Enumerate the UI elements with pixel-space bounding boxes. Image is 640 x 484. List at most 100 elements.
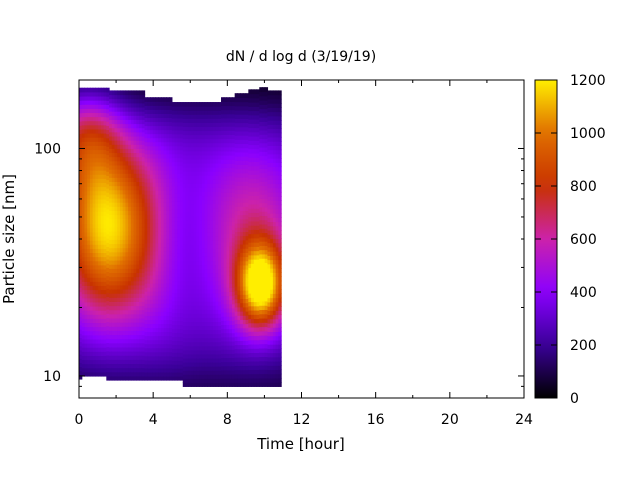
heatmap-cell xyxy=(139,363,143,369)
heatmap-cell xyxy=(210,321,214,327)
heatmap-cell xyxy=(103,215,107,221)
heatmap-cell xyxy=(261,194,266,199)
heatmap-cell xyxy=(215,268,219,274)
heatmap-cell xyxy=(136,330,140,336)
heatmap-cell xyxy=(264,151,269,157)
heatmap-cell xyxy=(81,355,86,361)
heatmap-cell xyxy=(196,232,200,237)
heatmap-cell xyxy=(139,371,143,377)
heatmap-cell xyxy=(267,373,271,379)
heatmap-cell xyxy=(231,299,236,305)
heatmap-cell xyxy=(226,349,230,354)
heatmap-cell xyxy=(141,156,146,162)
heatmap-cell xyxy=(210,142,214,148)
heatmap-cell xyxy=(196,158,200,164)
heatmap-cell xyxy=(177,161,181,167)
heatmap-cell xyxy=(122,243,127,249)
heatmap-cell xyxy=(92,310,96,315)
heatmap-cell xyxy=(174,368,178,373)
heatmap-cell xyxy=(114,313,118,319)
heatmap-cell xyxy=(163,287,167,292)
heatmap-cell xyxy=(158,307,162,312)
heatmap-cell xyxy=(261,155,266,161)
heatmap-cell xyxy=(251,237,255,243)
heatmap-cell xyxy=(141,169,146,174)
heatmap-cell xyxy=(87,215,91,221)
heatmap-cell xyxy=(240,256,244,262)
heatmap-cell xyxy=(221,101,225,107)
heatmap-cell xyxy=(221,270,225,276)
heatmap-cell xyxy=(248,144,252,150)
heatmap-cell xyxy=(188,179,192,184)
heatmap-cell xyxy=(221,278,225,284)
heatmap-cell xyxy=(248,229,252,235)
heatmap-cell xyxy=(87,207,91,212)
heatmap-cell xyxy=(166,222,170,228)
heatmap-cell xyxy=(109,367,113,373)
heatmap-cell xyxy=(114,193,118,199)
heatmap-cell xyxy=(111,148,116,154)
heatmap-cell xyxy=(185,183,189,188)
heatmap-cell xyxy=(98,87,102,93)
heatmap-cell xyxy=(147,262,151,268)
heatmap-cell xyxy=(261,172,266,178)
heatmap-cell xyxy=(193,280,198,286)
heatmap-cell xyxy=(188,297,192,302)
heatmap-cell xyxy=(210,284,214,290)
heatmap-cell xyxy=(119,351,124,356)
heatmap-cell xyxy=(139,127,143,133)
heatmap-cell xyxy=(147,375,151,381)
heatmap-cell xyxy=(180,201,184,206)
heatmap-cell xyxy=(169,97,173,102)
heatmap-cell xyxy=(234,143,238,149)
heatmap-cell xyxy=(117,148,121,154)
heatmap-cell xyxy=(221,332,225,338)
heatmap-cell xyxy=(114,152,118,158)
heatmap-cell xyxy=(218,366,222,371)
heatmap-cell xyxy=(141,135,146,141)
heatmap-cell xyxy=(261,283,266,289)
heatmap-cell xyxy=(119,169,124,174)
heatmap-cell xyxy=(122,106,127,112)
heatmap-cell xyxy=(92,363,96,369)
heatmap-cell xyxy=(215,276,219,282)
heatmap-cell xyxy=(253,326,258,332)
heatmap-cell xyxy=(245,197,249,203)
heatmap-cell xyxy=(87,174,91,179)
heatmap-cell xyxy=(166,137,170,143)
heatmap-cell xyxy=(87,128,91,134)
heatmap-cell xyxy=(251,352,255,358)
heatmap-cell xyxy=(204,297,208,302)
heatmap-cell xyxy=(79,324,83,330)
heatmap-cell xyxy=(188,187,192,192)
heatmap-cell xyxy=(226,179,230,185)
heatmap-cell xyxy=(119,98,124,104)
heatmap-cell xyxy=(155,327,159,333)
heatmap-cell xyxy=(166,266,170,272)
heatmap-cell xyxy=(182,276,187,282)
heatmap-cell xyxy=(166,141,170,147)
heatmap-cell xyxy=(182,219,187,225)
heatmap-cell xyxy=(150,315,154,320)
heatmap-cell xyxy=(190,244,195,249)
heatmap-cell xyxy=(150,149,154,155)
heatmap-cell xyxy=(221,150,225,156)
heatmap-cell xyxy=(223,324,228,330)
heatmap-cell xyxy=(242,214,247,220)
heatmap-cell xyxy=(182,199,187,205)
heatmap-cell xyxy=(81,338,86,344)
heatmap-cell xyxy=(267,124,271,130)
heatmap-cell xyxy=(139,202,143,207)
heatmap-cell xyxy=(204,215,208,221)
heatmap-cell xyxy=(231,179,236,185)
heatmap-cell xyxy=(111,359,116,365)
heatmap-cell xyxy=(103,161,107,167)
heatmap-cell xyxy=(185,126,189,132)
heatmap-cell xyxy=(177,372,181,377)
heatmap-cell xyxy=(207,187,211,192)
heatmap-cell xyxy=(182,146,187,152)
heatmap-cell xyxy=(158,363,162,369)
heatmap-cell xyxy=(223,258,228,264)
heatmap-cell xyxy=(201,122,206,128)
heatmap-cell xyxy=(229,138,233,144)
